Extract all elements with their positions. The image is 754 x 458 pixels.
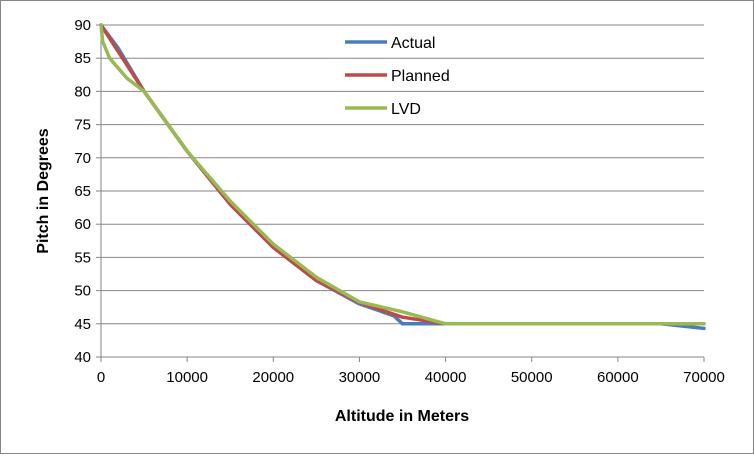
x-tick-label: 10000 — [166, 369, 208, 386]
x-tick-label: 70000 — [683, 369, 725, 386]
x-tick-label: 60000 — [597, 369, 639, 386]
legend: Actual Planned LVD — [345, 35, 450, 118]
x-tick-label: 50000 — [511, 369, 553, 386]
x-tick-labels: 0 10000 20000 30000 40000 50000 60000 70000 — [97, 369, 725, 386]
y-tick-label: 75 — [74, 117, 91, 134]
x-tick-label: 20000 — [252, 369, 294, 386]
series-lines — [99, 23, 706, 331]
legend-label-planned: Planned — [391, 68, 450, 85]
x-tick-label: 30000 — [339, 369, 381, 386]
legend-label-actual: Actual — [391, 35, 435, 52]
y-tick-label: 80 — [74, 83, 91, 100]
y-tick-label: 45 — [74, 316, 91, 333]
legend-label-lvd: LVD — [391, 101, 421, 118]
y-tick-label: 85 — [74, 50, 91, 67]
y-tick-label: 55 — [74, 249, 91, 266]
y-tick-label: 90 — [74, 17, 91, 34]
y-tick-label: 65 — [74, 183, 91, 200]
y-tick-label: 70 — [74, 150, 91, 167]
series-line-lvd — [99, 23, 706, 326]
y-tick-label: 60 — [74, 216, 91, 233]
gridlines — [101, 24, 704, 325]
y-tick-label: 40 — [74, 349, 91, 366]
y-axis-title: Pitch in Degrees — [35, 128, 52, 253]
x-axis-title: Altitude in Meters — [335, 408, 469, 425]
y-tick-label: 50 — [74, 283, 91, 300]
x-tick-label: 0 — [97, 369, 105, 386]
x-tick-label: 40000 — [425, 369, 467, 386]
y-tick-labels: 40 45 50 55 60 65 70 75 80 85 90 — [74, 17, 91, 366]
